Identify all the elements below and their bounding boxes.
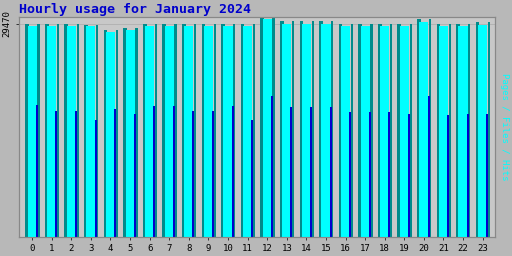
Bar: [173, 106, 175, 237]
Bar: [162, 24, 166, 237]
Bar: [145, 26, 154, 237]
Text: Hourly usage for January 2024: Hourly usage for January 2024: [19, 3, 251, 16]
Bar: [87, 26, 95, 237]
Bar: [369, 112, 371, 237]
Bar: [36, 105, 38, 237]
Bar: [204, 26, 213, 237]
Bar: [378, 24, 381, 237]
Bar: [37, 24, 39, 237]
Bar: [488, 23, 490, 237]
Bar: [243, 26, 252, 237]
Bar: [77, 24, 79, 237]
Bar: [67, 26, 76, 237]
Bar: [45, 24, 49, 237]
Bar: [253, 24, 255, 237]
Bar: [114, 109, 116, 237]
Bar: [410, 24, 412, 237]
Bar: [290, 107, 292, 237]
Bar: [322, 24, 331, 237]
Bar: [467, 114, 468, 237]
Bar: [486, 114, 488, 237]
Bar: [417, 19, 421, 237]
Bar: [330, 107, 332, 237]
Bar: [349, 112, 351, 237]
Bar: [165, 26, 174, 237]
Bar: [135, 28, 138, 237]
Bar: [456, 24, 460, 237]
Bar: [223, 26, 232, 237]
Bar: [28, 26, 37, 237]
Bar: [125, 30, 135, 237]
Bar: [221, 24, 225, 237]
Bar: [143, 24, 146, 237]
Bar: [380, 26, 389, 237]
Bar: [397, 24, 401, 237]
Bar: [261, 17, 264, 237]
Bar: [280, 21, 284, 237]
Bar: [84, 25, 88, 237]
Bar: [55, 111, 57, 237]
Bar: [75, 111, 77, 237]
Bar: [241, 24, 244, 237]
Bar: [419, 22, 429, 237]
Bar: [400, 26, 409, 237]
Bar: [390, 24, 392, 237]
Bar: [65, 24, 68, 237]
Bar: [476, 23, 479, 237]
Bar: [263, 19, 272, 237]
Bar: [95, 120, 97, 237]
Bar: [449, 24, 451, 237]
Bar: [408, 114, 410, 237]
Bar: [212, 111, 214, 237]
Bar: [370, 24, 373, 237]
Bar: [339, 24, 343, 237]
Bar: [184, 26, 194, 237]
Bar: [468, 24, 471, 237]
Bar: [389, 112, 390, 237]
Bar: [182, 24, 186, 237]
Bar: [271, 96, 273, 237]
Bar: [251, 120, 253, 237]
Bar: [429, 19, 431, 237]
Bar: [202, 24, 205, 237]
Bar: [193, 111, 195, 237]
Bar: [358, 24, 362, 237]
Bar: [233, 24, 236, 237]
Bar: [302, 24, 311, 237]
Bar: [47, 26, 56, 237]
Bar: [341, 26, 350, 237]
Bar: [310, 107, 312, 237]
Bar: [312, 21, 314, 237]
Bar: [447, 115, 449, 237]
Bar: [134, 114, 136, 237]
Bar: [300, 21, 303, 237]
Bar: [272, 17, 274, 237]
Bar: [106, 32, 115, 237]
Bar: [96, 25, 98, 237]
Bar: [437, 24, 440, 237]
Bar: [428, 96, 430, 237]
Bar: [458, 26, 467, 237]
Bar: [155, 24, 157, 237]
Bar: [116, 30, 118, 237]
Bar: [478, 25, 487, 237]
Bar: [57, 24, 59, 237]
Bar: [319, 21, 323, 237]
Bar: [331, 21, 333, 237]
Bar: [351, 24, 353, 237]
Bar: [231, 106, 233, 237]
Bar: [194, 24, 196, 237]
Bar: [282, 24, 291, 237]
Bar: [214, 24, 216, 237]
Bar: [123, 28, 127, 237]
Bar: [360, 26, 370, 237]
Bar: [103, 30, 108, 237]
Bar: [175, 24, 177, 237]
Bar: [153, 106, 155, 237]
Bar: [439, 26, 448, 237]
Bar: [292, 21, 294, 237]
Bar: [25, 24, 29, 237]
